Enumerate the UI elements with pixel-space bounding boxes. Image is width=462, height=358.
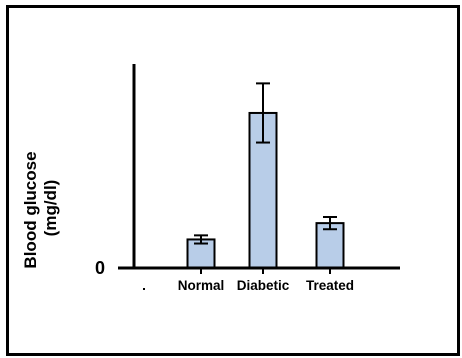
x-tick-label-diabetic: Diabetic — [237, 278, 290, 293]
x-axis-minor-mark — [143, 288, 145, 290]
y-axis-label-line1: Blood glucose — [21, 151, 40, 268]
figure-frame — [6, 5, 460, 356]
y-tick-label-0: 0 — [95, 258, 105, 278]
x-tick-label-treated: Treated — [306, 278, 354, 293]
y-axis-label-line2: (mg/dl) — [41, 180, 60, 237]
x-tick-label-normal: Normal — [178, 278, 225, 293]
